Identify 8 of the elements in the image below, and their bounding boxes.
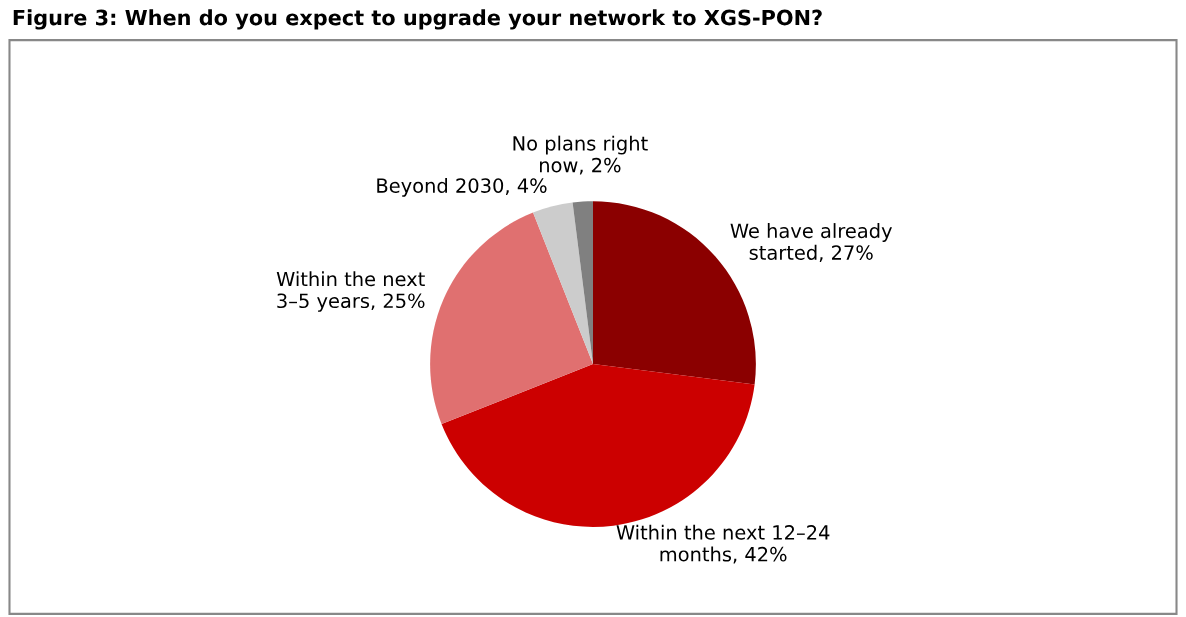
pie-slice (430, 212, 593, 424)
slice-label: No plans right now, 2% (513, 135, 648, 175)
slice-label: Beyond 2030, 4% (377, 177, 547, 197)
slice-label: We have already started, 27% (730, 223, 892, 262)
slice-label: Within the next 3–5 years, 25% (276, 271, 425, 312)
pie-slice (533, 202, 593, 365)
slice-label: Within the next 12–24 months, 42% (616, 524, 830, 564)
chart-title: Figure 3: When do you expect to upgrade your network to XGS-PON? (13, 9, 822, 30)
